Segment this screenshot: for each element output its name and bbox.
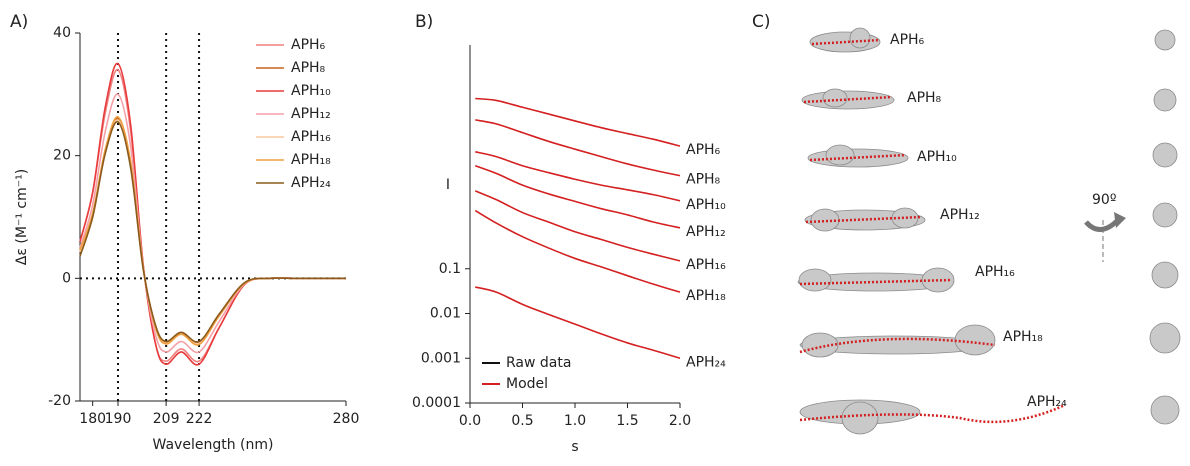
x-tick-label: 222 (186, 411, 213, 427)
x-axis-label: s (571, 439, 578, 455)
panel-label: C) (752, 12, 771, 32)
x-tick-label: 280 (333, 411, 360, 427)
y-axis-label: I (446, 177, 450, 193)
structure-label: APH₈ (907, 90, 942, 106)
series-label: APH₈ (686, 172, 721, 188)
panel-label: A) (10, 12, 28, 32)
y-tick-label: 0.0001 (412, 395, 461, 411)
legend-label: APH₁₂ (291, 106, 331, 122)
x-tick-label: 2.0 (669, 413, 691, 429)
x-tick-label: 1.5 (616, 413, 638, 429)
rotation-label: 90º (1092, 192, 1116, 208)
x-tick-label: 180 (79, 411, 106, 427)
series-line (475, 151, 681, 202)
series-line (475, 119, 681, 177)
series-line (475, 97, 681, 147)
structure-label: APH₆ (890, 32, 925, 48)
legend-label: Model (506, 376, 548, 392)
structure-label: APH₁₆ (975, 264, 1015, 280)
legend-label: APH₆ (291, 37, 326, 53)
series-line (79, 121, 346, 343)
x-axis-label: Wavelength (nm) (153, 437, 274, 453)
series-label: APH₂₄ (686, 354, 726, 370)
legend-label: APH₂₄ (291, 175, 331, 191)
legend-label: APH₁₀ (291, 83, 331, 99)
y-tick-label: 40 (53, 25, 71, 41)
x-tick-label: 1.0 (564, 413, 586, 429)
y-tick-label: -20 (48, 393, 71, 409)
series-line (474, 209, 681, 293)
legend-label: Raw data (506, 355, 571, 371)
x-tick-label: 0.5 (511, 413, 533, 429)
x-tick-label: 209 (153, 411, 180, 427)
series-line (474, 165, 681, 229)
y-tick-label: 0.01 (430, 306, 461, 322)
series-label: APH₁₈ (686, 288, 726, 304)
structure-art (797, 27, 1181, 435)
series-label: APH₆ (686, 142, 721, 158)
y-axis-label: Δε (M⁻¹ cm⁻¹) (14, 169, 30, 265)
series-label: APH₁₂ (686, 224, 726, 240)
structure-label: APH₁₂ (940, 207, 980, 223)
legend-label: APH₁₆ (291, 129, 331, 145)
structure-label: APH₁₈ (1003, 329, 1043, 345)
series-label: APH₁₆ (686, 257, 726, 273)
series-label: APH₁₀ (686, 197, 726, 213)
x-tick-label: 190 (105, 411, 132, 427)
legend-label: APH₈ (291, 60, 326, 76)
y-tick-label: 0.001 (421, 350, 461, 366)
y-tick-label: 0 (62, 270, 71, 286)
series-line (475, 286, 681, 360)
legend-label: APH₁₈ (291, 152, 331, 168)
structure-label: APH₁₀ (917, 149, 957, 165)
x-tick-label: 0.0 (459, 413, 481, 429)
y-tick-label: 0.1 (439, 261, 461, 277)
panel-label: B) (415, 12, 433, 32)
structure-label: APH₂₄ (1027, 394, 1067, 410)
series-line (474, 190, 681, 262)
y-tick-label: 20 (53, 148, 71, 164)
